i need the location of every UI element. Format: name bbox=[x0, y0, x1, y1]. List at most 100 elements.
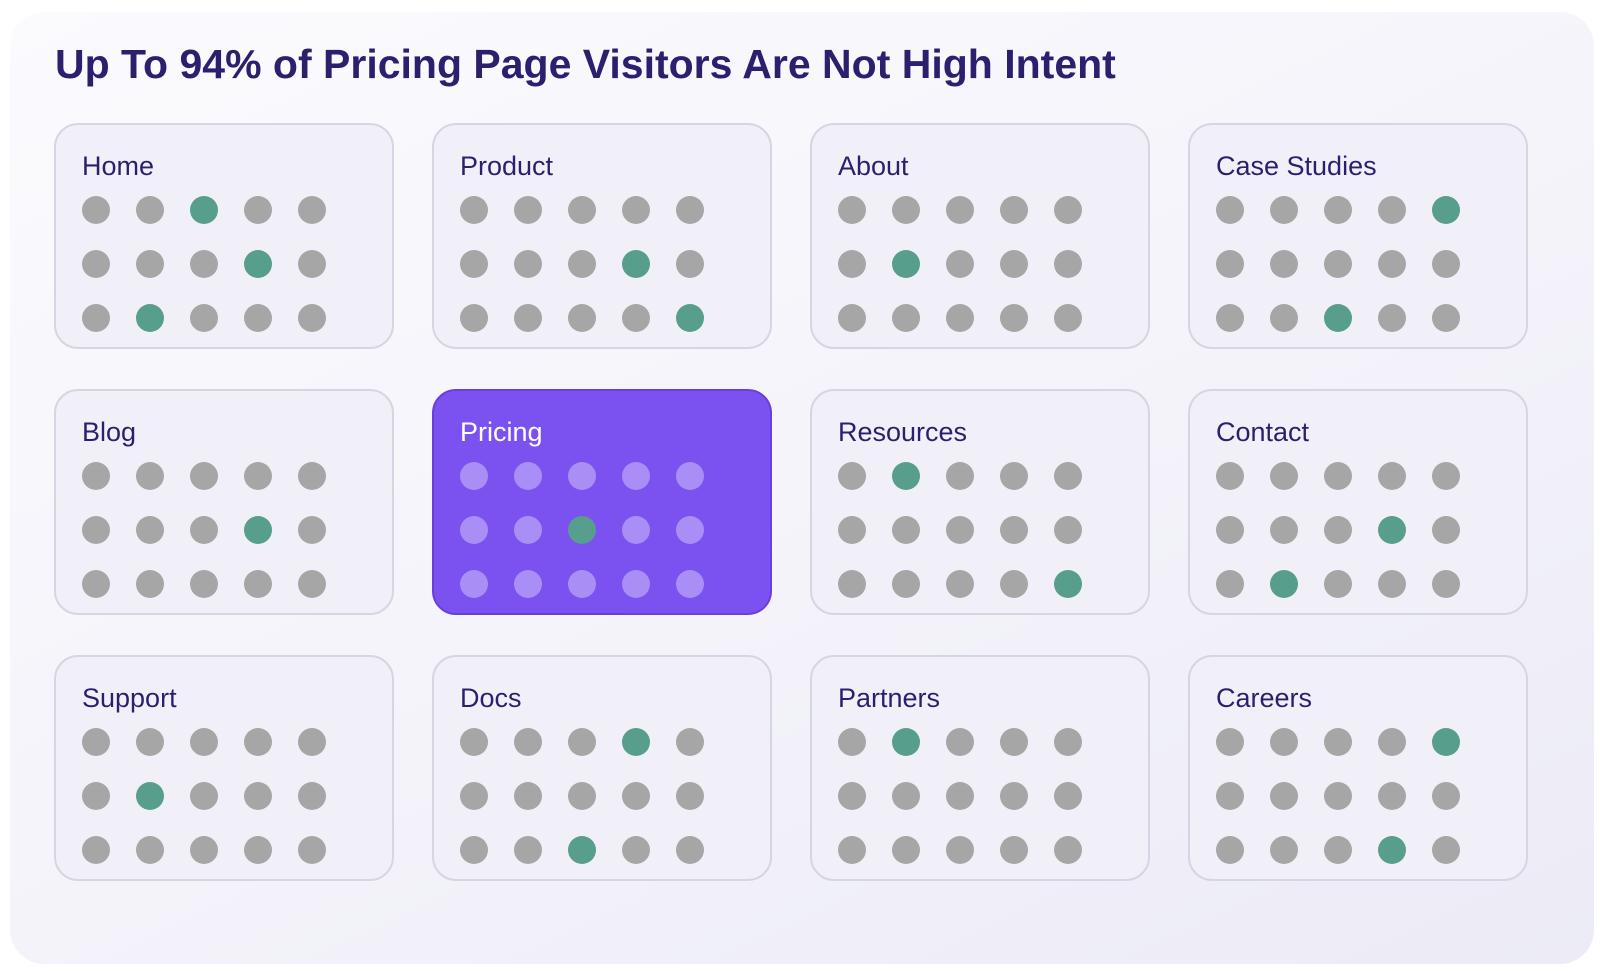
visitor-dot bbox=[460, 462, 488, 490]
visitor-dot bbox=[1270, 250, 1298, 278]
visitor-dot bbox=[460, 782, 488, 810]
visitor-dot bbox=[892, 782, 920, 810]
visitor-dot bbox=[1324, 782, 1352, 810]
visitor-dots bbox=[460, 196, 770, 332]
high-intent-visitor-dot bbox=[892, 462, 920, 490]
visitor-dot bbox=[1216, 516, 1244, 544]
visitor-dot bbox=[136, 570, 164, 598]
visitor-dot bbox=[622, 304, 650, 332]
visitor-dot bbox=[1000, 836, 1028, 864]
visitor-dot bbox=[676, 462, 704, 490]
visitor-dot bbox=[1000, 250, 1028, 278]
visitor-dot bbox=[622, 462, 650, 490]
visitor-dot bbox=[1324, 836, 1352, 864]
visitor-dot bbox=[82, 250, 110, 278]
visitor-dot bbox=[568, 728, 596, 756]
visitor-dot bbox=[1324, 728, 1352, 756]
page-card-label: Home bbox=[82, 151, 155, 181]
visitor-dot bbox=[460, 304, 488, 332]
high-intent-visitor-dot bbox=[244, 516, 272, 544]
page-card: Blog bbox=[54, 389, 394, 615]
visitor-dots bbox=[838, 728, 1148, 864]
visitor-dot bbox=[82, 304, 110, 332]
visitor-dot bbox=[946, 250, 974, 278]
high-intent-visitor-dot bbox=[622, 728, 650, 756]
visitor-dot bbox=[298, 516, 326, 544]
visitor-dot bbox=[568, 304, 596, 332]
visitor-dot bbox=[244, 782, 272, 810]
visitor-dot bbox=[136, 516, 164, 544]
visitor-dots bbox=[838, 462, 1148, 598]
page-card-label: Careers bbox=[1216, 683, 1313, 713]
visitor-dot bbox=[298, 782, 326, 810]
visitor-dot bbox=[676, 516, 704, 544]
visitor-dot bbox=[1324, 516, 1352, 544]
visitor-dot bbox=[1270, 836, 1298, 864]
page-card-label: Resources bbox=[838, 417, 968, 447]
visitor-dot bbox=[1432, 250, 1460, 278]
visitor-dot bbox=[892, 516, 920, 544]
visitor-dot bbox=[1432, 836, 1460, 864]
visitor-dot bbox=[838, 570, 866, 598]
visitor-dot bbox=[514, 196, 542, 224]
visitor-dot bbox=[298, 462, 326, 490]
visitor-dot bbox=[1432, 304, 1460, 332]
visitor-dot bbox=[244, 196, 272, 224]
visitor-dot bbox=[136, 250, 164, 278]
visitor-dot bbox=[190, 782, 218, 810]
visitor-dot bbox=[1270, 782, 1298, 810]
page-card: Support bbox=[54, 655, 394, 881]
visitor-dot bbox=[514, 250, 542, 278]
visitor-dot bbox=[1054, 462, 1082, 490]
visitor-dot bbox=[298, 304, 326, 332]
visitor-dot bbox=[1432, 570, 1460, 598]
visitor-dot bbox=[1432, 516, 1460, 544]
high-intent-visitor-dot bbox=[568, 836, 596, 864]
visitor-dot bbox=[298, 836, 326, 864]
visitor-dot bbox=[514, 782, 542, 810]
visitor-dot bbox=[1378, 728, 1406, 756]
visitor-dot bbox=[838, 782, 866, 810]
page-card: Careers bbox=[1188, 655, 1528, 881]
visitor-dot bbox=[676, 836, 704, 864]
visitor-dot bbox=[82, 516, 110, 544]
visitor-dot bbox=[82, 782, 110, 810]
visitor-dot bbox=[1378, 462, 1406, 490]
visitor-dot bbox=[514, 516, 542, 544]
visitor-dot bbox=[82, 196, 110, 224]
page-card: About bbox=[810, 123, 1150, 349]
visitor-dot bbox=[190, 836, 218, 864]
page-card: Product bbox=[432, 123, 772, 349]
high-intent-visitor-dot bbox=[568, 516, 596, 544]
visitor-dot bbox=[1054, 250, 1082, 278]
visitor-dot bbox=[460, 250, 488, 278]
visitor-dot bbox=[676, 782, 704, 810]
visitor-dot bbox=[460, 728, 488, 756]
high-intent-visitor-dot bbox=[892, 728, 920, 756]
visitor-dot bbox=[568, 196, 596, 224]
high-intent-visitor-dot bbox=[190, 196, 218, 224]
visitor-dot bbox=[190, 728, 218, 756]
visitor-dot bbox=[136, 196, 164, 224]
visitor-dots bbox=[82, 728, 392, 864]
page-card: Case Studies bbox=[1188, 123, 1528, 349]
page-card: Partners bbox=[810, 655, 1150, 881]
page-card-label: Docs bbox=[460, 683, 522, 713]
visitor-dot bbox=[460, 836, 488, 864]
visitor-dot bbox=[892, 570, 920, 598]
visitor-dot bbox=[1000, 570, 1028, 598]
page-card: Home bbox=[54, 123, 394, 349]
visitor-dot bbox=[1378, 782, 1406, 810]
visitor-dot bbox=[568, 782, 596, 810]
page-card-label: Pricing bbox=[460, 417, 543, 447]
high-intent-visitor-dot bbox=[1378, 836, 1406, 864]
visitor-dot bbox=[1216, 196, 1244, 224]
visitor-dot bbox=[946, 570, 974, 598]
visitor-dot bbox=[946, 304, 974, 332]
visitor-dot bbox=[82, 462, 110, 490]
high-intent-visitor-dot bbox=[892, 250, 920, 278]
visitor-dot bbox=[460, 516, 488, 544]
visitor-dot bbox=[1432, 782, 1460, 810]
visitor-dots bbox=[1216, 728, 1526, 864]
page-card: Pricing bbox=[432, 389, 772, 615]
